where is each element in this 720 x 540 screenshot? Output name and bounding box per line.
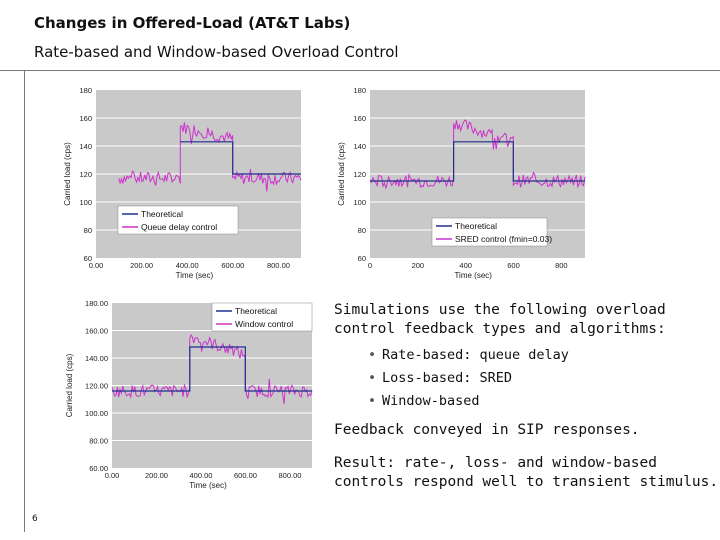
legend-box	[211, 302, 313, 332]
chart-window: 180.00 160.00 140.00 120.00 100.00 80.00 60.00…	[62, 295, 317, 500]
intro-text: Simulations use the following overload c…	[334, 301, 666, 339]
y-tick-label: 80.00	[89, 437, 108, 446]
chart-queue-delay-svg: 180 160 140 120 100 80 600.00 200.00 400.00 600.0…	[63, 86, 302, 280]
y-tick-label: 80	[84, 226, 92, 235]
legend-label-control: Window control	[235, 319, 293, 329]
series-line-theoretical	[370, 141, 585, 182]
x-tick-label: 200.00	[145, 471, 168, 480]
y-axis-label: Carried load (cps)	[337, 142, 346, 206]
y-tick-label: 100	[79, 198, 92, 207]
left-margin-divider	[24, 70, 25, 532]
y-tick-label: 180	[79, 86, 92, 95]
y-tick-label: 180	[353, 86, 366, 95]
legend-box	[117, 205, 239, 235]
page-number: 6	[32, 514, 38, 524]
chart-sred-svg: 180 160 140 120 100 80 600 200 400 600 800 Time (se…	[337, 86, 586, 280]
bullet-list: Rate-based: queue delay Loss-based: SRED…	[368, 344, 569, 413]
y-axis-label: Carried load (cps)	[65, 353, 74, 417]
series-line-theoretical	[112, 346, 312, 392]
y-tick-label: 140.00	[85, 354, 108, 363]
y-tick-label: 140	[353, 142, 366, 151]
result-line-2: controls respond well to transient stimu…	[334, 474, 719, 490]
x-tick-label: 600.00	[234, 471, 257, 480]
x-tick-label: 400	[459, 261, 472, 270]
y-tick-label: 160.00	[85, 327, 108, 336]
y-tick-label: 60	[84, 254, 92, 263]
y-tick-label: 120.00	[85, 382, 108, 391]
x-tick-label: 800	[555, 261, 568, 270]
x-tick-label: 200.00	[130, 261, 153, 270]
y-tick-label: 160	[353, 114, 366, 123]
x-tick-label: 200	[412, 261, 425, 270]
chart-queue-delay: 180 160 140 120 100 80 60 0.00 200.00 400.00 600.0…	[62, 82, 312, 287]
bullet-rate-based: Rate-based: queue delay	[368, 344, 569, 367]
feedback-text: Feedback conveyed in SIP responses.	[334, 422, 640, 438]
slide-title: Changes in Offered-Load (AT&T Labs)	[34, 14, 351, 32]
x-axis-label: Time (sec)	[176, 271, 214, 280]
legend-label-theoretical: Theoretical	[141, 209, 183, 219]
legend-label-theoretical: Theoretical	[235, 306, 277, 316]
y-tick-label: 60.00	[89, 464, 108, 473]
x-tick-label: 600.00	[221, 261, 244, 270]
x-tick-label: 0	[368, 261, 372, 270]
x-tick-label: 0.00	[105, 471, 120, 480]
bullet-window-based: Window-based	[368, 390, 569, 413]
y-tick-label: 140	[79, 142, 92, 151]
chart-window-svg: 180.00 160.00 140.00 120.00 100.00 80.00 60.00…	[65, 299, 313, 490]
x-axis-label: Time (sec)	[189, 481, 227, 490]
y-tick-label: 80	[358, 226, 366, 235]
y-tick-label: 120	[353, 170, 366, 179]
series-line-control	[369, 119, 586, 190]
intro-line-1: Simulations use the following overload	[334, 302, 666, 318]
y-tick-label: 160	[79, 114, 92, 123]
y-tick-label: 60	[358, 254, 366, 263]
header-divider	[0, 70, 720, 71]
result-line-1: Result: rate-, loss- and window-based	[334, 455, 658, 471]
y-tick-label: 180.00	[85, 299, 108, 308]
series-line-control	[118, 122, 302, 192]
legend-box	[431, 217, 548, 247]
chart-sred: 180 160 140 120 100 80 60 0 200 400 600 800 Time (se…	[332, 82, 592, 287]
x-tick-label: 0.00	[89, 261, 104, 270]
x-tick-label: 400.00	[190, 471, 213, 480]
series-line-theoretical	[180, 141, 301, 175]
legend-label-control: Queue delay control	[141, 222, 217, 232]
result-text: Result: rate-, loss- and window-based co…	[334, 454, 718, 492]
x-axis-label: Time (sec)	[454, 271, 492, 280]
y-tick-label: 100	[353, 198, 366, 207]
x-tick-label: 400.00	[176, 261, 199, 270]
y-tick-label: 100.00	[85, 409, 108, 418]
legend-label-theoretical: Theoretical	[455, 221, 497, 231]
x-tick-label: 800.00	[267, 261, 290, 270]
x-tick-label: 600	[507, 261, 520, 270]
x-tick-label: 800.00	[279, 471, 302, 480]
intro-line-2: control feedback types and algorithms:	[334, 321, 666, 337]
slide-subtitle: Rate-based and Window-based Overload Con…	[34, 43, 399, 61]
y-tick-label: 120	[79, 170, 92, 179]
bullet-loss-based: Loss-based: SRED	[368, 367, 569, 390]
legend-label-control: SRED control (fmin=0.03)	[455, 234, 552, 244]
y-axis-label: Carried load (cps)	[63, 142, 72, 206]
